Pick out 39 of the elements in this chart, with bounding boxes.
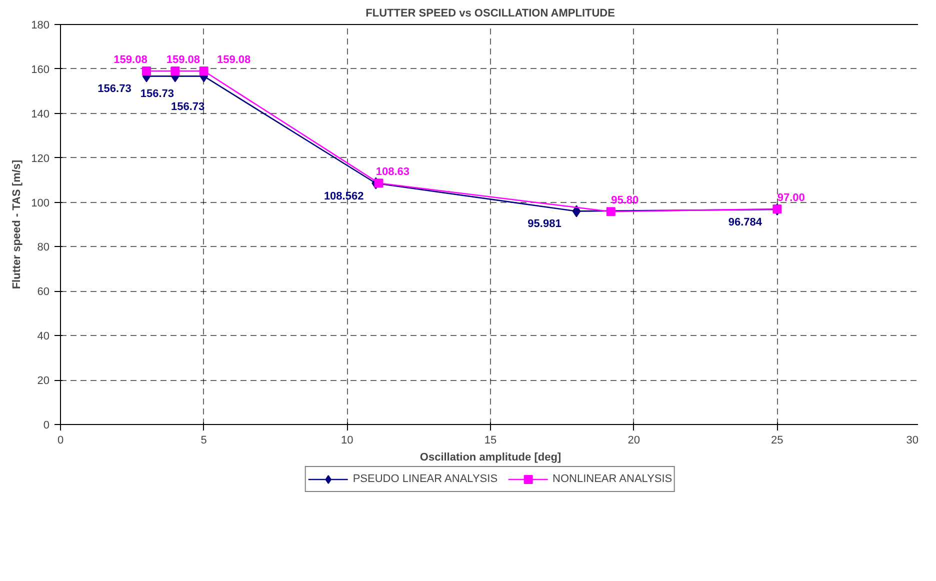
y-tick-label: 20 — [37, 375, 50, 388]
x-tick-label: 20 — [628, 434, 640, 446]
y-tick-label: 40 — [37, 330, 50, 343]
x-tick-label: 25 — [771, 434, 784, 446]
y-tick-label: 140 — [31, 108, 50, 120]
y-tick-label: 80 — [37, 242, 50, 254]
data-label: 96.784 — [728, 216, 763, 228]
data-label: 159.08 — [166, 54, 200, 66]
y-axis-title: Flutter speed - TAS [m/s] — [11, 159, 24, 290]
data-label: 156.73 — [98, 83, 132, 96]
legend-label: NONLINEAR ANALYSIS — [552, 473, 672, 485]
point — [572, 205, 581, 218]
data-label: 97.00 — [777, 192, 805, 204]
y-tick-label: 120 — [31, 152, 50, 165]
y-tick-label: 180 — [31, 20, 50, 32]
x-tick-label: 10 — [341, 434, 354, 446]
point — [199, 66, 208, 76]
data-label: 108.562 — [324, 190, 364, 202]
y-tick-label: 160 — [31, 64, 50, 76]
data-label: 95.981 — [528, 218, 562, 230]
data-label: 108.63 — [376, 166, 410, 178]
point — [374, 178, 384, 188]
x-tick-label: 0 — [57, 434, 64, 446]
x-tick-label: 5 — [200, 434, 207, 446]
legend-label: PSEUDO LINEAR ANALYSIS — [352, 473, 498, 485]
x-axis-title: Oscillation amplitude [deg] — [420, 452, 562, 464]
point — [606, 207, 616, 216]
data-label: 159.08 — [114, 54, 148, 66]
data-label: 156.73 — [171, 101, 205, 114]
point — [142, 66, 151, 76]
x-tick-label: 15 — [484, 434, 497, 446]
point — [170, 66, 180, 76]
y-tick-label: 100 — [31, 197, 50, 210]
y-tick-label: 0 — [43, 420, 50, 432]
data-label: 156.73 — [140, 88, 174, 100]
x-tick-label: 30 — [906, 434, 919, 446]
data-label: 159.08 — [217, 54, 251, 66]
y-tick-label: 60 — [37, 286, 50, 298]
chart-title: FLUTTER SPEED vs OSCILLATION AMPLITUDE — [366, 8, 615, 20]
